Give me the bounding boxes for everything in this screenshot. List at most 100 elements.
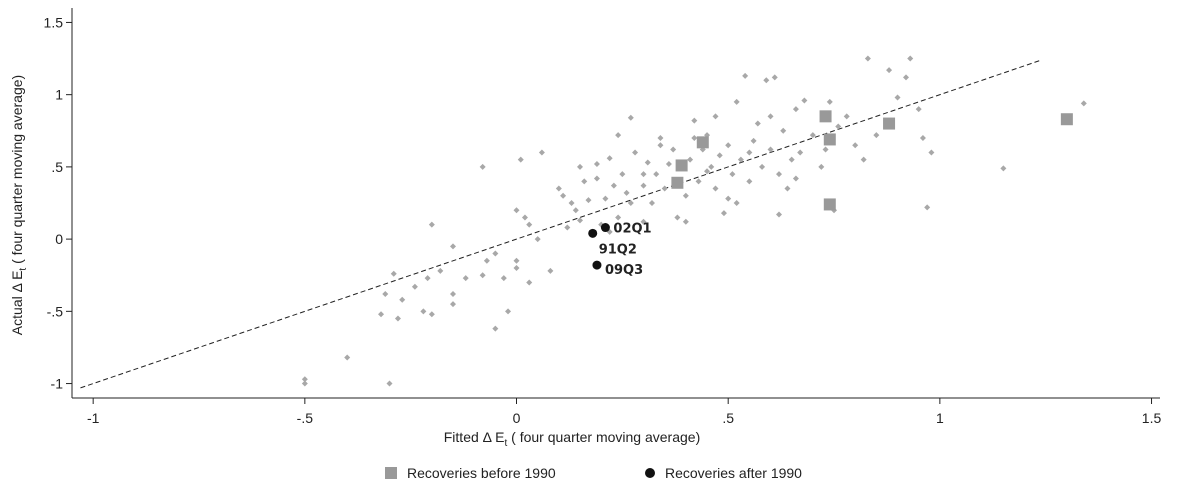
diamond-point xyxy=(792,106,799,113)
fit-line xyxy=(80,59,1042,389)
legend: Recoveries before 1990 Recoveries after … xyxy=(385,465,802,481)
diamond-point xyxy=(640,182,647,189)
diamond-point xyxy=(1080,100,1087,107)
diamond-point xyxy=(479,163,486,170)
diamond-point xyxy=(526,221,533,228)
diamond-point xyxy=(602,195,609,202)
diamond-point xyxy=(581,178,588,185)
diamond-point xyxy=(886,67,893,74)
diamond-point xyxy=(411,283,418,290)
legend-label-before-1990: Recoveries before 1990 xyxy=(407,465,556,481)
diamond-point xyxy=(627,114,634,121)
plot-area: -1 -.5 0 .5 1 1.5 -1 -.5 0 .5 1 1.5 02Q1 91Q2 09Q3 xyxy=(44,8,1161,426)
diamond-point xyxy=(852,142,859,149)
diamond-point xyxy=(733,200,740,206)
diamond-point xyxy=(568,200,575,206)
y-tick-label: 1 xyxy=(55,87,63,103)
y-tick-label: .5 xyxy=(51,159,63,175)
square-point xyxy=(823,198,836,211)
diamond-point xyxy=(610,182,617,189)
x-tick-label: -.5 xyxy=(297,410,314,426)
diamond-point xyxy=(746,149,753,156)
diamond-point xyxy=(742,72,749,79)
diamond-point xyxy=(513,207,520,214)
diamond-point xyxy=(915,106,922,113)
diamond-point xyxy=(619,171,626,178)
diamond-point xyxy=(437,267,444,274)
diamond-point xyxy=(809,132,816,139)
diamond-point xyxy=(775,211,782,218)
diamond-point xyxy=(555,185,562,192)
square-point xyxy=(696,136,709,149)
x-axis-title-subscript: t xyxy=(504,438,507,449)
diamond-point xyxy=(835,123,842,130)
diamond-point xyxy=(572,207,579,214)
diamond-point xyxy=(864,55,871,62)
diamond-point xyxy=(301,380,308,387)
diamond-point xyxy=(606,155,613,162)
diamond-point xyxy=(648,200,655,206)
diamond-point xyxy=(759,163,766,170)
diamond-point xyxy=(386,380,393,387)
diamond-point xyxy=(653,171,660,178)
circle-point xyxy=(600,223,610,233)
y-axis-title-suffix: ( four quarter moving average) xyxy=(9,75,25,268)
diamond-point xyxy=(390,270,397,277)
diamond-point xyxy=(818,163,825,170)
point-label: 09Q3 xyxy=(605,263,643,278)
diamond-point xyxy=(627,200,634,206)
diamond-point xyxy=(763,77,770,84)
diamond-point xyxy=(725,195,732,202)
x-tick-label: 0 xyxy=(513,410,521,426)
diamond-point xyxy=(394,315,401,322)
diamond-point xyxy=(924,204,931,211)
diamond-point xyxy=(450,301,457,308)
diamond-point xyxy=(860,156,867,163)
legend-item-before-1990: Recoveries before 1990 xyxy=(385,465,556,481)
diamond-point xyxy=(708,163,715,170)
diamond-point xyxy=(513,257,520,264)
x-axis-title: Fitted Δ Et ( four quarter moving averag… xyxy=(444,429,700,449)
diamond-point xyxy=(1000,165,1007,172)
diamond-point xyxy=(500,275,507,282)
diamond-point xyxy=(712,113,719,120)
point-label: 91Q2 xyxy=(599,242,637,257)
diamond-point xyxy=(873,132,880,139)
diamond-point xyxy=(682,192,689,199)
x-axis-title-suffix: ( four quarter moving average) xyxy=(507,429,700,445)
diamond-point xyxy=(780,127,787,134)
diamond-point xyxy=(784,185,791,192)
square-point xyxy=(883,117,896,130)
series-0 xyxy=(301,55,1087,387)
diamond-point xyxy=(450,291,457,297)
diamond-point xyxy=(479,272,486,279)
diamond-point xyxy=(907,55,914,62)
circle-point xyxy=(592,260,602,270)
diamond-point xyxy=(344,354,351,361)
diamond-point xyxy=(767,113,774,120)
diamond-point xyxy=(424,275,431,282)
diamond-point xyxy=(902,74,909,81)
square-point xyxy=(1060,113,1073,126)
diamond-point xyxy=(593,175,600,182)
diamond-point xyxy=(623,189,630,196)
diamond-point xyxy=(564,224,571,231)
point-annotations: 02Q1 91Q2 09Q3 xyxy=(599,222,652,279)
diamond-point xyxy=(771,74,778,81)
square-point xyxy=(823,133,836,146)
diamond-point xyxy=(687,156,694,163)
legend-circle-marker xyxy=(645,468,655,478)
diamond-point xyxy=(665,161,672,167)
y-tick-label: 1.5 xyxy=(44,14,64,30)
diamond-point xyxy=(534,236,541,243)
legend-square-marker xyxy=(385,467,397,479)
circle-point xyxy=(588,228,598,238)
y-axis-title: Actual Δ Et ( four quarter moving averag… xyxy=(9,75,29,335)
diamond-point xyxy=(492,325,499,332)
y-tick-label: -.5 xyxy=(47,303,64,319)
diamond-point xyxy=(450,243,457,250)
diamond-point xyxy=(585,197,592,204)
diamond-point xyxy=(593,161,600,167)
diamond-point xyxy=(301,376,308,383)
diamond-point xyxy=(577,163,584,170)
